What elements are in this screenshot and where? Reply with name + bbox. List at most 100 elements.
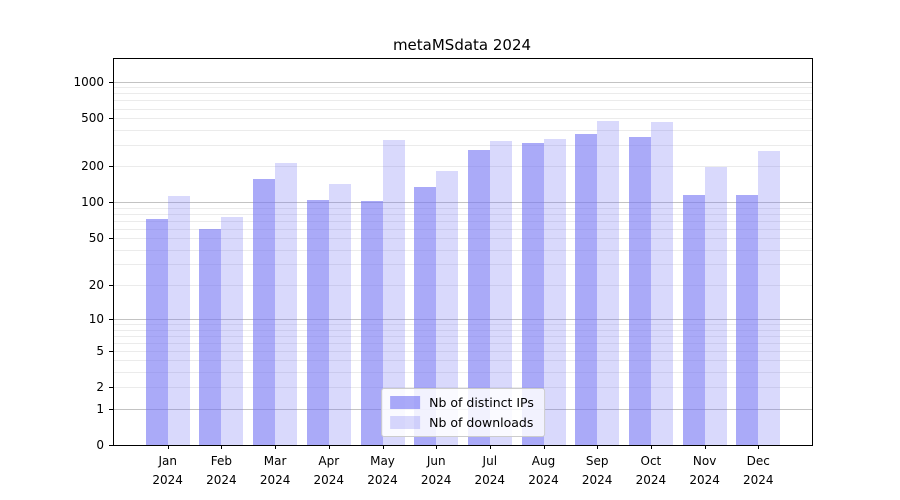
y-tick-label: 50 xyxy=(88,231,104,246)
bar-distinct-ips-apr xyxy=(306,200,329,445)
y-tick-mark xyxy=(109,118,113,120)
legend-item-downloads: Nb of downloads xyxy=(390,415,534,430)
gridline-minor xyxy=(114,93,812,95)
gridline-major xyxy=(114,318,812,320)
gridline-minor xyxy=(114,100,812,102)
gridline-minor xyxy=(114,207,812,209)
bar-downloads-may xyxy=(382,139,405,445)
x-tick-mark xyxy=(328,445,330,449)
bar-downloads-apr xyxy=(328,184,351,445)
bar-distinct-ips-dec xyxy=(736,195,759,445)
bar-distinct-ips-feb xyxy=(199,228,222,445)
gridline-minor xyxy=(114,323,812,325)
x-tick-label: Mar 2024 xyxy=(259,454,291,487)
y-tick-mark xyxy=(109,445,113,446)
bar-distinct-ips-mar xyxy=(253,178,276,445)
gridline-minor xyxy=(114,284,812,286)
bar-distinct-ips-jan xyxy=(145,219,168,445)
gridline-minor xyxy=(114,166,812,168)
x-tick-mark xyxy=(221,445,223,449)
legend: Nb of distinct IPs Nb of downloads xyxy=(381,388,545,437)
y-tick-label: 1000 xyxy=(73,74,104,89)
gridline-minor xyxy=(114,238,812,240)
gridline-minor xyxy=(114,87,812,89)
legend-swatch-downloads xyxy=(390,416,421,429)
legend-label-downloads: Nb of downloads xyxy=(429,415,534,430)
y-tick-mark xyxy=(109,238,113,240)
bar-distinct-ips-nov xyxy=(682,195,705,445)
y-tick-label: 5 xyxy=(96,343,104,358)
gridline-minor xyxy=(114,220,812,222)
chart-title: metaMSdata 2024 xyxy=(392,36,532,54)
x-tick-mark xyxy=(167,445,169,449)
x-tick-label: May 2024 xyxy=(367,454,398,487)
plot-area: 0 1 2 5 10 20 50 100 200 500 1000 Jan 2024 Feb 2024 Ma… xyxy=(73,58,813,487)
gridline-minor xyxy=(114,342,812,344)
x-tick-label: Aug 2024 xyxy=(528,454,559,487)
bar-distinct-ips-jul xyxy=(467,150,490,445)
bar-downloads-oct xyxy=(650,121,673,445)
x-tick-label: Oct 2024 xyxy=(635,454,667,487)
gridline-minor xyxy=(114,228,812,230)
legend-label-distinct-ips: Nb of distinct IPs xyxy=(429,395,534,410)
y-tick-label: 500 xyxy=(81,111,104,126)
gridline-major xyxy=(114,202,812,204)
x-tick-mark xyxy=(489,445,491,449)
y-tick-label: 2 xyxy=(96,380,104,395)
x-tick-mark xyxy=(597,445,599,449)
x-tick-mark xyxy=(436,445,438,449)
x-tick-mark xyxy=(382,445,384,449)
y-tick-mark xyxy=(109,202,113,204)
bar-distinct-ips-jun xyxy=(414,186,437,445)
y-tick-mark xyxy=(109,318,113,320)
bar-distinct-ips-sep xyxy=(575,134,598,445)
bar-downloads-sep xyxy=(597,120,620,445)
gridline-minor xyxy=(114,360,812,362)
gridline-minor xyxy=(114,350,812,352)
bar-downloads-dec xyxy=(758,151,781,445)
x-tick-label: Apr 2024 xyxy=(313,454,345,487)
gridline-minor xyxy=(114,129,812,131)
bar-downloads-nov xyxy=(704,166,727,445)
gridline-minor xyxy=(114,249,812,251)
gridline-minor xyxy=(114,264,812,266)
x-tick-mark xyxy=(543,445,545,449)
x-tick-mark xyxy=(650,445,652,449)
x-tick-label: Jan 2024 xyxy=(152,454,183,487)
bar-downloads-jan xyxy=(167,196,190,445)
y-tick-mark xyxy=(109,387,113,389)
gridline-minor xyxy=(114,387,812,389)
bar-downloads-jul xyxy=(489,141,512,445)
y-tick-label: 1 xyxy=(96,401,104,416)
bar-downloads-feb xyxy=(221,216,244,445)
gridline-minor xyxy=(114,329,812,331)
legend-item-distinct-ips: Nb of distinct IPs xyxy=(390,395,534,410)
y-tick-label: 0 xyxy=(96,438,104,452)
gridline-minor xyxy=(114,335,812,337)
x-tick-mark xyxy=(758,445,760,449)
y-tick-label: 100 xyxy=(81,195,104,210)
y-tick-label: 10 xyxy=(88,311,104,326)
bar-distinct-ips-may xyxy=(360,201,383,445)
y-tick-mark xyxy=(109,284,113,286)
y-tick-label: 20 xyxy=(88,277,104,292)
bar-distinct-ips-oct xyxy=(628,136,651,445)
x-tick-label: Nov 2024 xyxy=(689,454,720,487)
y-tick-mark xyxy=(109,350,113,352)
gridline-minor xyxy=(114,108,812,110)
gridline-minor xyxy=(114,144,812,146)
y-tick-mark xyxy=(109,408,113,410)
bar-downloads-mar xyxy=(275,162,298,445)
x-tick-label: Dec 2024 xyxy=(743,454,774,487)
x-tick-mark xyxy=(275,445,277,449)
bar-downloads-jun xyxy=(436,171,459,445)
legend-swatch-distinct-ips xyxy=(390,396,421,409)
bar-downloads-aug xyxy=(543,138,566,445)
y-tick-mark xyxy=(109,166,113,168)
gridline-minor xyxy=(114,118,812,120)
x-tick-label: Sep 2024 xyxy=(581,454,613,487)
gridline-minor xyxy=(114,372,812,374)
y-tick-mark xyxy=(109,81,113,83)
x-tick-label: Jun 2024 xyxy=(420,454,452,487)
